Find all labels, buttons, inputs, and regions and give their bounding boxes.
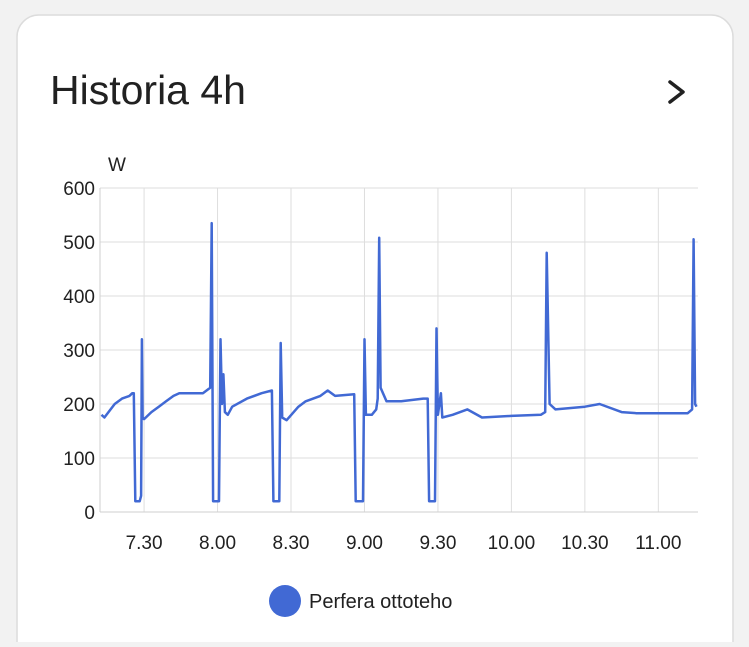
x-tick-label: 9.30 (419, 533, 456, 554)
y-tick-label: 500 (63, 233, 95, 254)
x-tick-label: 7.30 (126, 533, 163, 554)
legend-swatch (269, 585, 301, 617)
x-tick-label: 11.00 (635, 533, 681, 554)
chevron-button[interactable] (668, 80, 685, 104)
y-tick-label: 0 (84, 503, 95, 524)
series-line (100, 221, 698, 503)
y-tick-label: 400 (63, 287, 95, 308)
card (16, 14, 734, 647)
y-tick-label: 200 (63, 395, 95, 416)
y-tick-label: 600 (63, 179, 95, 200)
legend-label: Perfera ottoteho (309, 591, 452, 613)
x-tick-label: 10.30 (561, 533, 609, 554)
x-tick-label: 8.30 (273, 533, 310, 554)
card-title: Historia 4h (50, 67, 246, 113)
x-tick-label: 9.00 (346, 533, 383, 554)
y-tick-label: 100 (63, 449, 95, 470)
x-tick-label: 10.00 (488, 533, 536, 554)
plot: 0 100 200 300 400 500 600 7.30 8.00 8.30 9.00 9.30 1… (63, 179, 698, 617)
y-axis-label: W (108, 155, 126, 176)
y-tick-label: 300 (63, 341, 95, 362)
x-tick-label: 8.00 (199, 533, 236, 554)
